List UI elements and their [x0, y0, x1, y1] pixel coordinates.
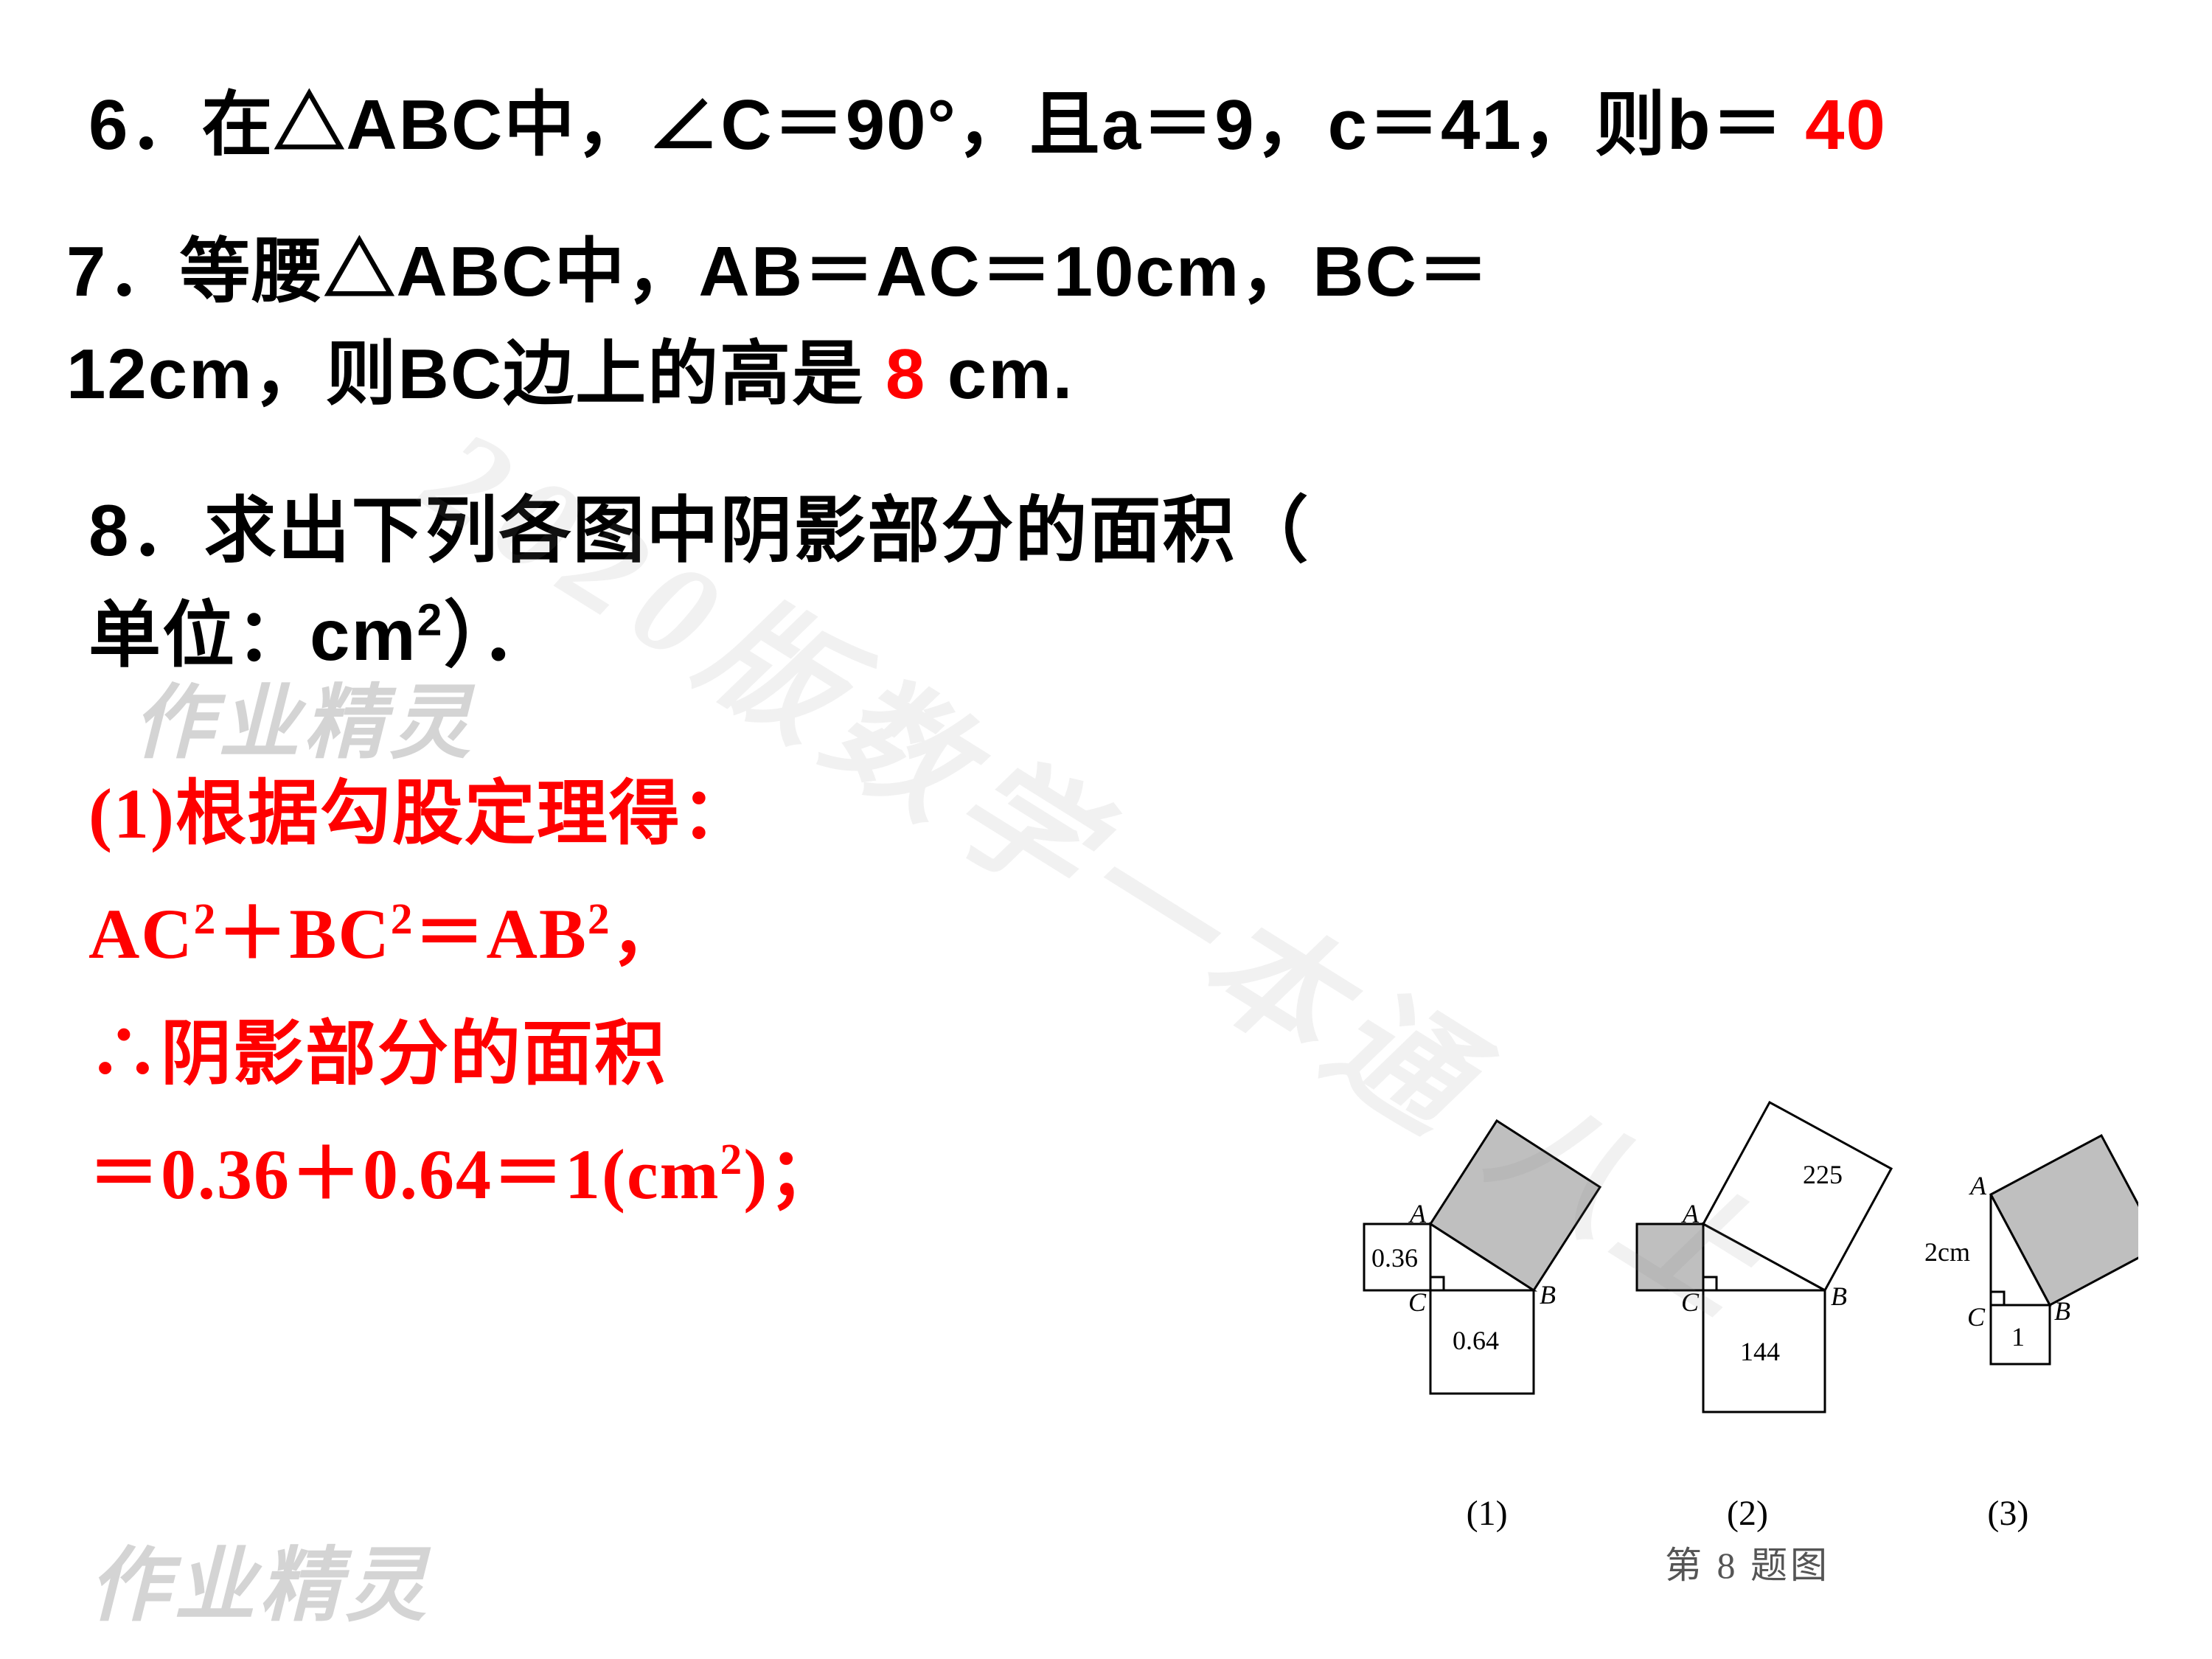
- f1-A: A: [1408, 1199, 1427, 1228]
- q8-line1: 8．求出下列各图中阴影部分的面积（: [88, 490, 1310, 571]
- sol-l2d: ，: [611, 894, 684, 973]
- f2-A: A: [1681, 1199, 1700, 1228]
- f2-C: C: [1681, 1287, 1700, 1317]
- f1-B: B: [1540, 1280, 1556, 1310]
- f3-side: 2cm: [1924, 1237, 1970, 1267]
- f3-A: A: [1969, 1171, 1987, 1200]
- f2-botsq: 144: [1740, 1337, 1780, 1366]
- q6-text: 6．在△ABC中，∠C＝90°，且a＝9，c＝41，则b＝: [88, 86, 1805, 164]
- question-7: 7．等腰△ABC中，AB＝AC＝10cm，BC＝ 12cm，则BC边上的高是 8…: [66, 220, 2124, 425]
- f1-leftsq: 0.36: [1371, 1243, 1418, 1273]
- fig-sub2: (2): [1727, 1493, 1768, 1534]
- q7-line2a: 12cm，则BC边上的高是: [66, 335, 886, 414]
- question-8: 8．求出下列各图中阴影部分的面积（ 单位：cm2）．: [88, 478, 2124, 687]
- sol-l2a: AC: [88, 894, 194, 973]
- sol-line1: (1)根据勾股定理得：: [88, 754, 2124, 874]
- sol-exp4: 2: [720, 1135, 744, 1183]
- figure-caption: 第 8 题图: [1357, 1536, 2138, 1589]
- f3-C: C: [1967, 1302, 1986, 1332]
- q8-exp: 2: [417, 594, 444, 644]
- sol-exp2: 2: [391, 894, 414, 943]
- watermark-2: 作业精灵: [88, 1519, 431, 1637]
- q7-line2b: cm.: [926, 335, 1074, 414]
- sol-l4a: ＝0.36＋0.64＝1(cm: [88, 1135, 720, 1214]
- sol-l4b: )；: [743, 1135, 841, 1214]
- figure-svg: 0.36 0.64 A B C: [1357, 1069, 2138, 1482]
- sol-exp3: 2: [588, 894, 611, 943]
- f3-botsq: 1: [2011, 1322, 2025, 1352]
- f1-botsq: 0.64: [1453, 1326, 1499, 1355]
- sol-l2c: ＝AB: [414, 894, 588, 973]
- q7-line1: 7．等腰△ABC中，AB＝AC＝10cm，BC＝: [66, 232, 1490, 311]
- fig-sub1: (1): [1467, 1493, 1508, 1534]
- figure-8: 0.36 0.64 A B C: [1357, 1069, 2138, 1534]
- sol-line2: AC2＋BC2＝AB2，: [88, 874, 2124, 994]
- f1-C: C: [1408, 1287, 1427, 1317]
- figure-sublabels: (1) (2) (3): [1357, 1493, 2138, 1534]
- fig-sub3: (3): [1987, 1493, 2028, 1534]
- q7-answer: 8: [886, 335, 926, 414]
- question-6: 6．在△ABC中，∠C＝90°，且a＝9，c＝41，则b＝ 40: [88, 74, 2124, 176]
- q8-line2end: ）．: [443, 594, 554, 675]
- page-root: 6．在△ABC中，∠C＝90°，且a＝9，c＝41，则b＝ 40 7．等腰△AB…: [0, 0, 2212, 1659]
- q8-line2: 单位：cm: [88, 594, 417, 675]
- sol-l2b: ＋BC: [217, 894, 390, 973]
- f2-B: B: [1831, 1281, 1847, 1311]
- f2-topsq: 225: [1803, 1160, 1843, 1189]
- q6-answer: 40: [1805, 86, 1887, 164]
- sol-exp1: 2: [194, 894, 218, 943]
- f3-B: B: [2054, 1296, 2070, 1326]
